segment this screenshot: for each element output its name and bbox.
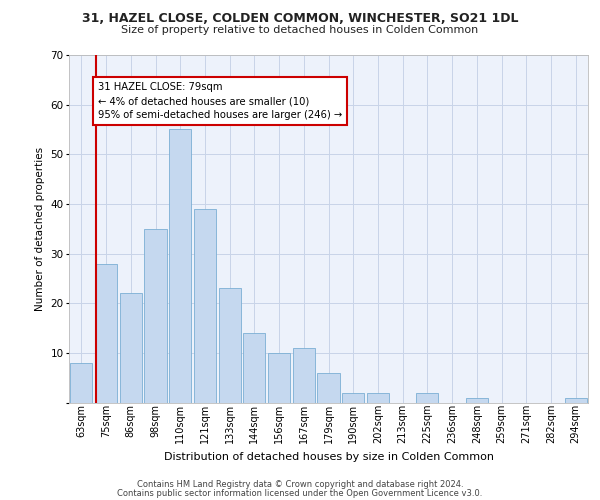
Bar bbox=[119, 294, 142, 403]
Y-axis label: Number of detached properties: Number of detached properties bbox=[35, 146, 45, 311]
Bar bbox=[293, 348, 315, 403]
Bar bbox=[466, 398, 488, 402]
Bar bbox=[218, 288, 241, 403]
Text: 31 HAZEL CLOSE: 79sqm
← 4% of detached houses are smaller (10)
95% of semi-detac: 31 HAZEL CLOSE: 79sqm ← 4% of detached h… bbox=[98, 82, 342, 120]
Bar bbox=[169, 130, 191, 402]
Bar bbox=[194, 209, 216, 402]
Text: 31, HAZEL CLOSE, COLDEN COMMON, WINCHESTER, SO21 1DL: 31, HAZEL CLOSE, COLDEN COMMON, WINCHEST… bbox=[82, 12, 518, 26]
Bar bbox=[243, 333, 265, 402]
Bar bbox=[70, 363, 92, 403]
Bar bbox=[145, 229, 167, 402]
Bar bbox=[95, 264, 117, 402]
Bar bbox=[367, 392, 389, 402]
Bar bbox=[565, 398, 587, 402]
Text: Size of property relative to detached houses in Colden Common: Size of property relative to detached ho… bbox=[121, 25, 479, 35]
Bar bbox=[342, 392, 364, 402]
X-axis label: Distribution of detached houses by size in Colden Common: Distribution of detached houses by size … bbox=[163, 452, 493, 462]
Text: Contains HM Land Registry data © Crown copyright and database right 2024.: Contains HM Land Registry data © Crown c… bbox=[137, 480, 463, 489]
Bar bbox=[317, 372, 340, 402]
Bar bbox=[416, 392, 439, 402]
Bar bbox=[268, 353, 290, 403]
Text: Contains public sector information licensed under the Open Government Licence v3: Contains public sector information licen… bbox=[118, 489, 482, 498]
